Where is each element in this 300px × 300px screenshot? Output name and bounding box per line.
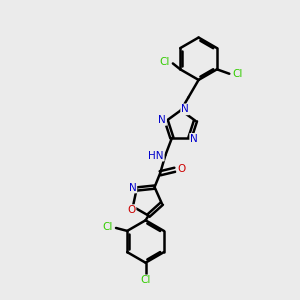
Text: Cl: Cl: [159, 57, 170, 67]
Text: N: N: [181, 104, 189, 114]
Text: N: N: [129, 182, 136, 193]
Text: N: N: [158, 115, 166, 125]
Text: Cl: Cl: [103, 222, 113, 232]
Text: O: O: [127, 205, 136, 215]
Text: N: N: [190, 134, 198, 144]
Text: O: O: [177, 164, 185, 174]
Text: HN: HN: [148, 151, 164, 160]
Text: Cl: Cl: [140, 275, 151, 285]
Text: Cl: Cl: [232, 69, 243, 79]
